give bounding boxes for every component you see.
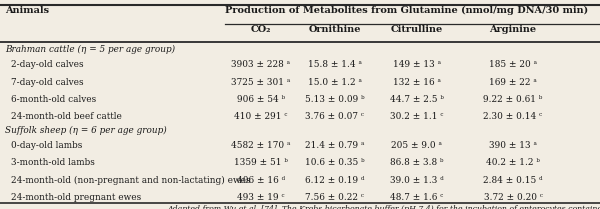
Text: 3.72 ± 0.20 ᶜ: 3.72 ± 0.20 ᶜ xyxy=(484,193,542,202)
Text: 9.22 ± 0.61 ᵇ: 9.22 ± 0.61 ᵇ xyxy=(484,95,542,104)
Text: Brahman cattle (η = 5 per age group): Brahman cattle (η = 5 per age group) xyxy=(5,45,175,54)
Text: 48.7 ± 1.6 ᶜ: 48.7 ± 1.6 ᶜ xyxy=(391,193,443,202)
Text: 24-month-old (non-pregnant and non-lactating) ewes: 24-month-old (non-pregnant and non-lacta… xyxy=(11,176,250,185)
Text: Production of Metabolites from Glutamine (nmol/mg DNA/30 min): Production of Metabolites from Glutamine… xyxy=(225,6,588,15)
Text: 7-day-old calves: 7-day-old calves xyxy=(11,78,83,87)
Text: Arginine: Arginine xyxy=(490,25,536,34)
Text: CO₂: CO₂ xyxy=(251,25,271,34)
Text: 24-month-old pregnant ewes: 24-month-old pregnant ewes xyxy=(11,193,141,202)
Text: 3725 ± 301 ᵃ: 3725 ± 301 ᵃ xyxy=(232,78,290,87)
Text: 3903 ± 228 ᵃ: 3903 ± 228 ᵃ xyxy=(232,60,290,69)
Text: 30.2 ± 1.1 ᶜ: 30.2 ± 1.1 ᶜ xyxy=(391,112,443,121)
Text: 1359 ± 51 ᵇ: 1359 ± 51 ᵇ xyxy=(234,158,288,167)
Text: 132 ± 16 ᵃ: 132 ± 16 ᵃ xyxy=(393,78,441,87)
Text: 2.30 ± 0.14 ᶜ: 2.30 ± 0.14 ᶜ xyxy=(484,112,542,121)
Text: 169 ± 22 ᵃ: 169 ± 22 ᵃ xyxy=(489,78,537,87)
Text: 0-day-old lambs: 0-day-old lambs xyxy=(11,141,82,150)
Text: 205 ± 9.0 ᵃ: 205 ± 9.0 ᵃ xyxy=(391,141,442,150)
Text: 86.8 ± 3.8 ᵇ: 86.8 ± 3.8 ᵇ xyxy=(390,158,444,167)
Text: 40.2 ± 1.2 ᵇ: 40.2 ± 1.2 ᵇ xyxy=(486,158,540,167)
Text: 2-day-old calves: 2-day-old calves xyxy=(11,60,83,69)
Text: 185 ± 20 ᵃ: 185 ± 20 ᵃ xyxy=(489,60,537,69)
Text: 6-month-old calves: 6-month-old calves xyxy=(11,95,96,104)
Text: 10.6 ± 0.35 ᵇ: 10.6 ± 0.35 ᵇ xyxy=(305,158,365,167)
Text: 3-month-old lambs: 3-month-old lambs xyxy=(11,158,95,167)
Text: 906 ± 54 ᵇ: 906 ± 54 ᵇ xyxy=(237,95,285,104)
Text: 390 ± 13 ᵃ: 390 ± 13 ᵃ xyxy=(489,141,537,150)
Text: 15.8 ± 1.4 ᵃ: 15.8 ± 1.4 ᵃ xyxy=(308,60,362,69)
Text: 406 ± 16 ᵈ: 406 ± 16 ᵈ xyxy=(237,176,285,185)
Text: 15.0 ± 1.2 ᵃ: 15.0 ± 1.2 ᵃ xyxy=(308,78,362,87)
Text: 39.0 ± 1.3 ᵈ: 39.0 ± 1.3 ᵈ xyxy=(390,176,444,185)
Text: Citrulline: Citrulline xyxy=(391,25,443,34)
Text: 410 ± 291 ᶜ: 410 ± 291 ᶜ xyxy=(235,112,287,121)
Text: 24-month-old beef cattle: 24-month-old beef cattle xyxy=(11,112,122,121)
Text: 3.76 ± 0.07 ᶜ: 3.76 ± 0.07 ᶜ xyxy=(305,112,364,121)
Text: 149 ± 13 ᵃ: 149 ± 13 ᵃ xyxy=(393,60,441,69)
Text: 6.12 ± 0.19 ᵈ: 6.12 ± 0.19 ᵈ xyxy=(305,176,365,185)
Text: 7.56 ± 0.22 ᶜ: 7.56 ± 0.22 ᶜ xyxy=(305,193,364,202)
Text: Ornithine: Ornithine xyxy=(308,25,361,34)
Text: 44.7 ± 2.5 ᵇ: 44.7 ± 2.5 ᵇ xyxy=(390,95,444,104)
Text: Adapted from Wu et al. [74]. The Krebs bicarbonate buffer (pH 7.4) for the incub: Adapted from Wu et al. [74]. The Krebs b… xyxy=(168,205,600,209)
Text: 4582 ± 170 ᵃ: 4582 ± 170 ᵃ xyxy=(231,141,291,150)
Text: Animals: Animals xyxy=(5,6,49,15)
Text: 493 ± 19 ᶜ: 493 ± 19 ᶜ xyxy=(237,193,285,202)
Text: Suffolk sheep (η = 6 per age group): Suffolk sheep (η = 6 per age group) xyxy=(5,126,167,135)
Text: 5.13 ± 0.09 ᵇ: 5.13 ± 0.09 ᵇ xyxy=(305,95,365,104)
Text: 21.4 ± 0.79 ᵃ: 21.4 ± 0.79 ᵃ xyxy=(305,141,365,150)
Text: 2.84 ± 0.15 ᵈ: 2.84 ± 0.15 ᵈ xyxy=(483,176,543,185)
